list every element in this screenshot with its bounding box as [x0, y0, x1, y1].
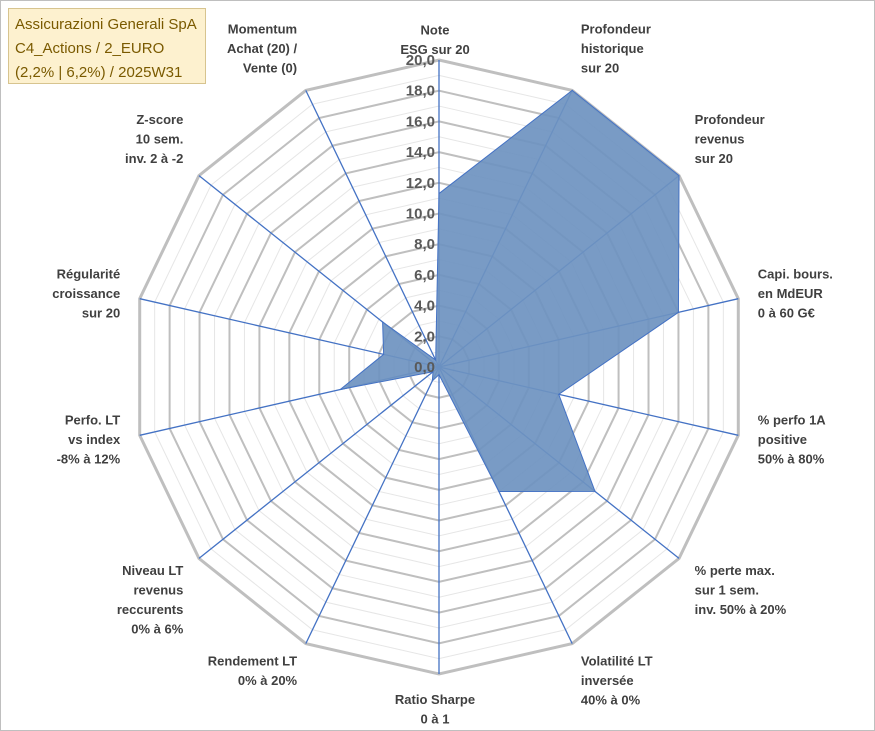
axis-label: Momentum Achat (20) / Vente (0) [227, 21, 297, 75]
axis-label-line: Capi. bours. [758, 267, 833, 282]
tick-label: 6,0 [414, 267, 435, 284]
tick-label: 20,0 [406, 52, 435, 69]
axis-label-line: 0 à 1 [421, 712, 450, 727]
axis-label-line: en MdEUR [758, 286, 824, 301]
radar-series [339, 89, 680, 492]
axis-label-line: historique [581, 41, 644, 56]
series-point [438, 193, 440, 195]
axis-label: Profondeur revenus sur 20 [695, 112, 765, 166]
radar-tick-labels: 0,0 2,0 4,0 6,0 8,0 10,0 12,0 14,0 16,0 18,0 20,0 [406, 52, 435, 376]
series-point [435, 359, 437, 361]
axis-label-line: % perfo 1A [758, 412, 827, 427]
axis-label: Niveau LT revenus reccurents 0% à 6% [117, 563, 184, 637]
axis-label: Rendement LT 0% à 20% [208, 654, 298, 689]
series-point [431, 380, 433, 382]
axis-label-line: Niveau LT [122, 563, 183, 578]
series-point [382, 321, 384, 323]
series-point [339, 389, 341, 391]
axis-label: Volatilité LT inversée 40% à 0% [581, 654, 653, 708]
axis-label: % perfo 1A positive 50% à 80% [758, 412, 827, 466]
tick-label: 16,0 [406, 113, 435, 130]
axis-label-line: -8% à 12% [57, 451, 121, 466]
tick-label: 10,0 [406, 206, 435, 223]
axis-label-line: vs index [68, 432, 121, 447]
axis-label-line: inversée [581, 673, 634, 688]
axis-label-line: sur 1 sem. [695, 582, 759, 597]
axis-label-line: % perte max. [695, 563, 775, 578]
axis-label-line: sur 20 [695, 151, 733, 166]
series-point [571, 89, 573, 91]
axis-label-line: inv. 2 à -2 [125, 151, 183, 166]
title-line-2: C4_Actions / 2_EURO [15, 40, 165, 57]
axis-label-line: 10 sem. [136, 132, 184, 147]
axis-label: Profondeur historique sur 20 [581, 21, 651, 75]
title-line-3: (2,2% | 6,2%) / 2025W31 [15, 64, 183, 81]
axis-label-line: revenus [695, 132, 745, 147]
series-point [678, 175, 680, 177]
axis-label-line: Profondeur [695, 112, 765, 127]
axis-label-line: inv. 50% à 20% [695, 602, 787, 617]
axis-label-line: Profondeur [581, 21, 651, 36]
axis-label: Note ESG sur 20 [400, 23, 469, 58]
axis-label-line: reccurents [117, 602, 183, 617]
axis-label-line: Momentum [228, 21, 297, 36]
axis-label-line: ESG sur 20 [400, 42, 469, 57]
axis-label: Perfo. LT vs index -8% à 12% [57, 412, 121, 466]
axis-label-line: 0% à 6% [131, 621, 183, 636]
series-point [677, 311, 679, 313]
axis-label: Z-score 10 sem. inv. 2 à -2 [125, 112, 183, 166]
axis-label-line: sur 20 [82, 306, 120, 321]
axis-label-line: Ratio Sharpe [395, 692, 475, 707]
series-point [498, 490, 500, 492]
tick-label: 12,0 [406, 175, 435, 192]
series-point [558, 393, 560, 395]
tick-label: 2,0 [414, 328, 435, 345]
axis-label-line: revenus [133, 582, 183, 597]
chart-title-box: Assicurazioni Generali SpA C4_Actions / … [8, 8, 206, 84]
axis-label-line: 0 à 60 G€ [758, 306, 815, 321]
axis-label-line: Note [421, 23, 450, 38]
axis-label: Capi. bours. en MdEUR 0 à 60 G€ [758, 267, 833, 321]
axis-label-line: Perfo. LT [65, 412, 120, 427]
axis-spoke [305, 90, 440, 368]
axis-spoke [305, 366, 440, 644]
axis-label-line: positive [758, 432, 807, 447]
series-point [438, 374, 440, 376]
axis-label-line: 0% à 20% [238, 673, 298, 688]
axis-spoke [198, 366, 440, 559]
tick-label: 18,0 [406, 83, 435, 100]
axis-label-line: sur 20 [581, 60, 619, 75]
tick-label: 4,0 [414, 298, 435, 315]
axis-label-line: 50% à 80% [758, 451, 825, 466]
tick-label: 8,0 [414, 236, 435, 253]
axis-label: % perte max. sur 1 sem. inv. 50% à 20% [695, 563, 787, 617]
tick-label: 0,0 [414, 359, 435, 376]
axis-label-line: Volatilité LT [581, 654, 653, 669]
axis-label-line: Régularité [57, 267, 121, 282]
series-point [432, 371, 434, 373]
axis-label-line: croissance [52, 286, 120, 301]
axis-label: Régularité croissance sur 20 [52, 267, 120, 321]
axis-label-line: 40% à 0% [581, 693, 641, 708]
tick-label: 14,0 [406, 144, 435, 161]
axis-label: Ratio Sharpe 0 à 1 [395, 692, 475, 727]
axis-label-line: Achat (20) / [227, 41, 297, 56]
axis-label-line: Rendement LT [208, 654, 297, 669]
series-point [383, 353, 385, 355]
series-point [594, 490, 596, 492]
radar-axis-labels: Note ESG sur 20 Profondeur historique sur 20… [52, 21, 833, 726]
axis-label-line: Vente (0) [243, 60, 297, 75]
axis-label-line: Z-score [136, 112, 183, 127]
title-line-1: Assicurazioni Generali SpA [15, 16, 197, 33]
